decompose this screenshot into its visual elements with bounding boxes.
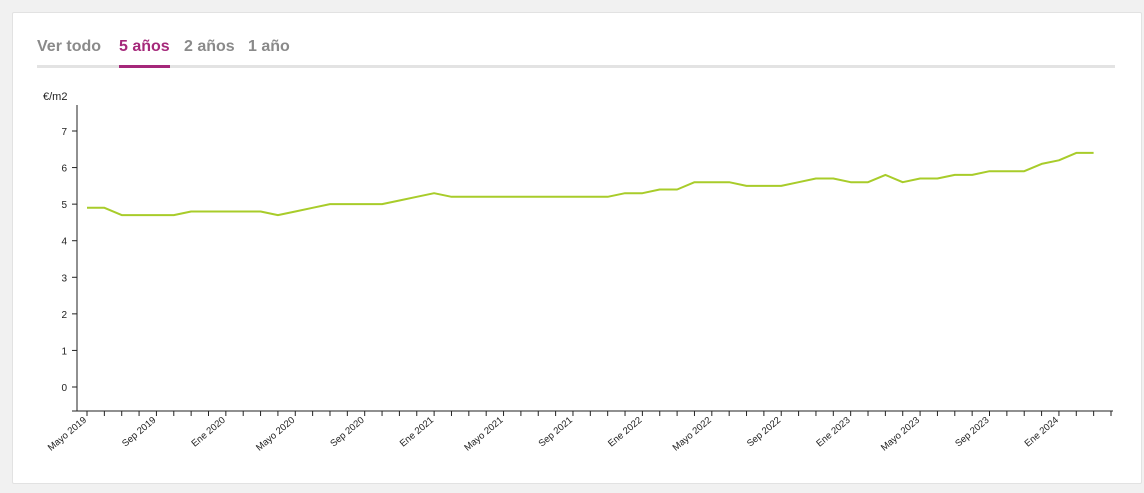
tab-2-anos[interactable]: 2 años bbox=[184, 38, 235, 55]
price-line-chart: €/m2 0 1 2 3 4 5 6 7 Mayo 2019 Sep 2019 Ene 2020 May… bbox=[43, 91, 1113, 454]
x-tick-label: Mayo 2020 bbox=[254, 415, 297, 454]
y-tick-label: 5 bbox=[61, 200, 67, 211]
y-tick-label: 1 bbox=[61, 346, 67, 357]
y-tick-label: 2 bbox=[61, 310, 67, 321]
x-tick-label: Mayo 2019 bbox=[46, 415, 89, 454]
x-tick-label: Sep 2019 bbox=[120, 415, 158, 450]
tab-1-ano[interactable]: 1 año bbox=[248, 38, 290, 55]
x-tick-label: Sep 2022 bbox=[745, 415, 783, 450]
x-tick-label: Sep 2023 bbox=[953, 415, 991, 450]
x-tick-label: Ene 2020 bbox=[190, 415, 228, 450]
y-tick-label: 7 bbox=[61, 127, 67, 138]
series-line bbox=[87, 151, 1094, 217]
y-tick-label: 0 bbox=[61, 383, 67, 394]
x-tick-label: Ene 2023 bbox=[814, 415, 852, 450]
x-tick-label: Ene 2022 bbox=[606, 415, 644, 450]
x-tick-label: Sep 2021 bbox=[537, 415, 575, 450]
x-tick-label: Ene 2021 bbox=[398, 415, 436, 450]
x-tick-label: Mayo 2021 bbox=[462, 415, 505, 454]
x-tick-label: Ene 2024 bbox=[1023, 415, 1061, 450]
y-axis-label: €/m2 bbox=[43, 91, 67, 103]
tab-5-anos[interactable]: 5 años bbox=[119, 37, 170, 68]
x-tick-label: Mayo 2023 bbox=[879, 415, 922, 454]
x-tick-label: Mayo 2022 bbox=[671, 415, 714, 454]
x-tick-label: Sep 2020 bbox=[328, 415, 366, 450]
tab-ver-todo[interactable]: Ver todo bbox=[37, 38, 102, 55]
y-tick-label: 6 bbox=[61, 164, 67, 175]
chart-card: Ver todo 5 años 2 años 1 año €/m2 0 1 2 3 4 5 6… bbox=[12, 12, 1142, 484]
period-tabs: Ver todo 5 años 2 años 1 año bbox=[37, 37, 1115, 68]
y-tick-label: 3 bbox=[61, 273, 67, 284]
y-tick-label: 4 bbox=[61, 237, 67, 248]
